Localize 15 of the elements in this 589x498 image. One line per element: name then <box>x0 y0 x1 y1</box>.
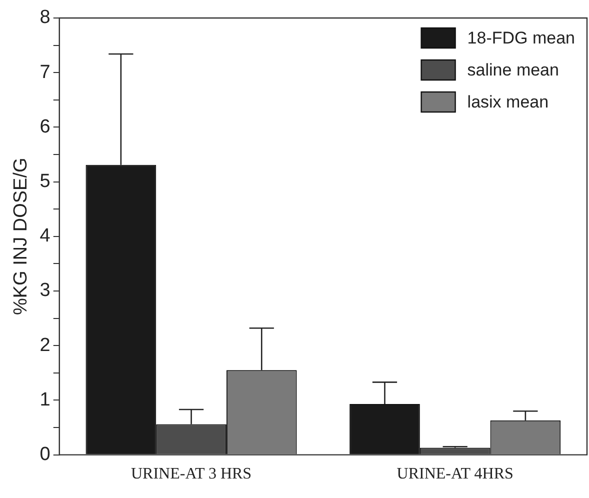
y-tick-label: 2 <box>40 334 50 356</box>
y-tick-label: 7 <box>40 62 50 83</box>
x-tick-label: URINE-AT 3 HRS <box>130 466 252 483</box>
y-tick-label: 1 <box>40 389 50 410</box>
y-tick-label: 5 <box>40 171 50 192</box>
legend-label: saline mean <box>467 60 559 80</box>
legend-label: lasix mean <box>467 92 549 112</box>
y-tick-label: 0 <box>40 444 50 466</box>
legend-label: 18-FDG mean <box>467 28 575 48</box>
y-tick-label: 6 <box>40 116 50 138</box>
x-tick-label: URINE-AT 4HRS <box>396 466 514 483</box>
y-axis-title: %KG INJ DOSE/G <box>10 158 32 316</box>
y-tick-label: 4 <box>40 226 51 247</box>
y-tick-label: 3 <box>40 280 50 302</box>
y-tick-label: 8 <box>40 7 50 28</box>
